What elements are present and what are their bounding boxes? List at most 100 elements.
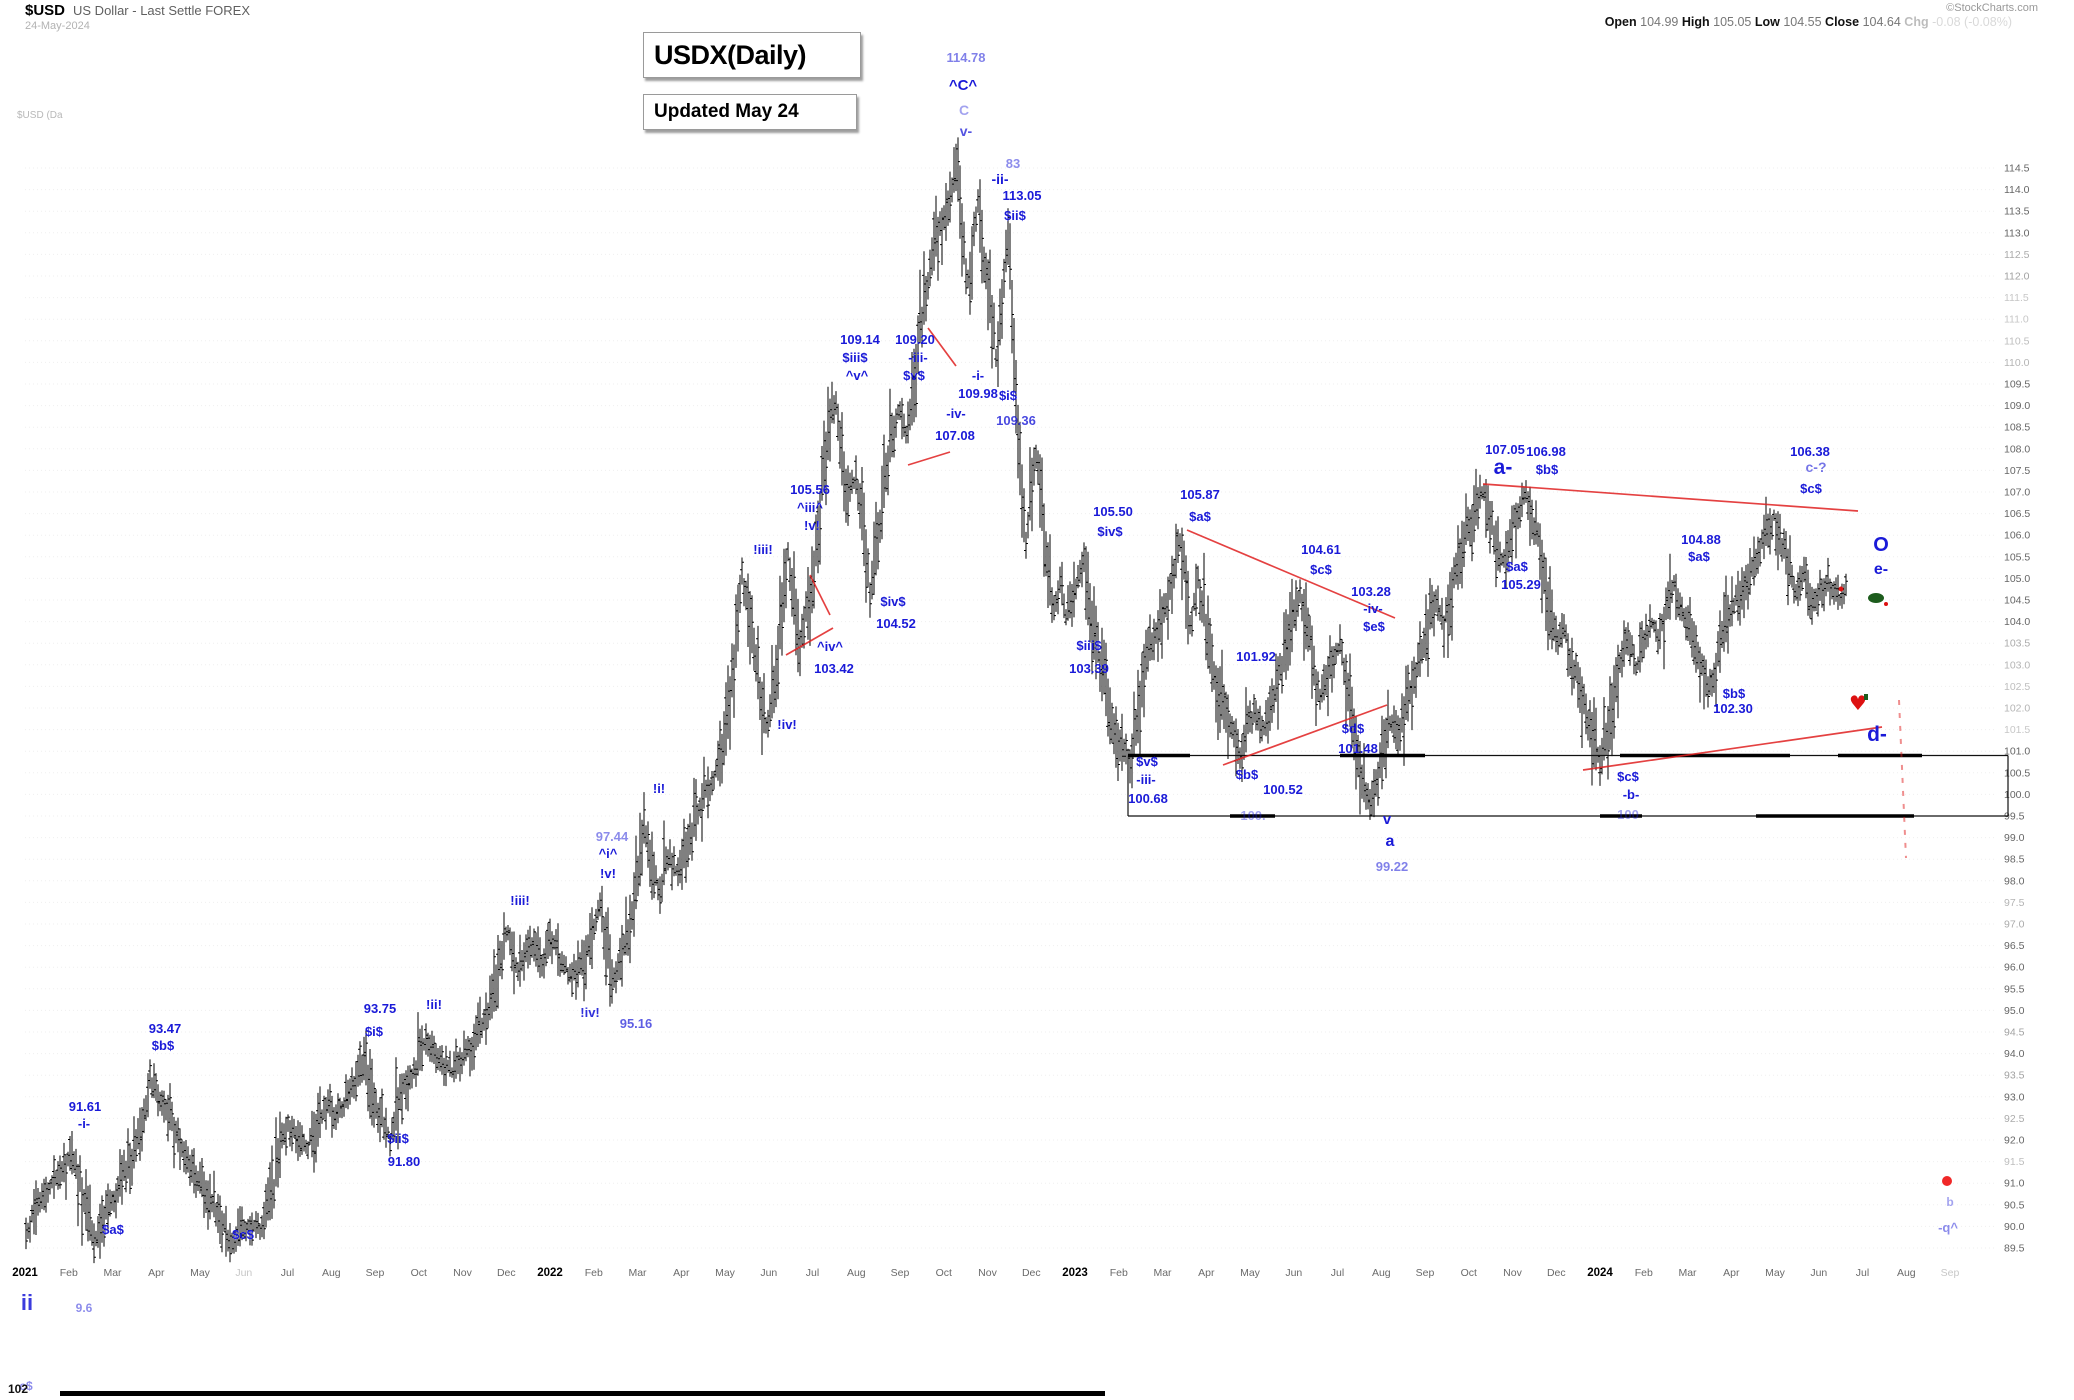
wave-label: C xyxy=(959,102,969,118)
price-axis-label: 89.5 xyxy=(2004,1243,2025,1255)
wave-label: $iii$ xyxy=(1076,638,1102,653)
wave-label: c-? xyxy=(1806,459,1827,475)
month-axis-label: Oct xyxy=(1461,1267,1477,1279)
wave-label: $e$ xyxy=(1363,619,1385,634)
wave-label: ^iii^ xyxy=(797,500,823,515)
red-trendline xyxy=(785,627,834,656)
red-trendline xyxy=(1582,726,1883,771)
wave-label: 99.22 xyxy=(1376,859,1409,874)
price-axis-label: 111.0 xyxy=(2004,314,2029,326)
wave-label: 93.47 xyxy=(149,1021,182,1036)
month-axis-label: Aug xyxy=(1897,1267,1916,1279)
wave-label: 104.61 xyxy=(1301,542,1341,557)
price-axis-label: 112.5 xyxy=(2004,249,2030,261)
month-axis-label: May xyxy=(715,1267,736,1279)
red-trendline xyxy=(927,327,957,367)
wave-label: $i$ xyxy=(999,388,1018,403)
price-axis-label: 90.0 xyxy=(2004,1221,2025,1233)
stockcharts-credit: ©StockCharts.com xyxy=(1946,2,2038,14)
red-dot-bottom-right xyxy=(1942,1176,1952,1186)
wave-label: 104.52 xyxy=(876,616,916,631)
price-axis-label: 110.5 xyxy=(2004,335,2030,347)
month-axis-label: Dec xyxy=(497,1267,516,1279)
wave-label: $ii$ xyxy=(1004,208,1026,223)
wave-label: ^i^ xyxy=(599,846,618,861)
price-axis-label: 114.0 xyxy=(2004,184,2030,196)
wave-label: $c$ xyxy=(1310,562,1332,577)
price-axis-label: 95.0 xyxy=(2004,1005,2025,1017)
month-axis-label: Oct xyxy=(936,1267,952,1279)
wave-label: 100 xyxy=(1617,807,1639,822)
month-axis-label: Feb xyxy=(585,1267,603,1279)
year-axis-label: 2024 xyxy=(1587,1267,1613,1279)
chart-subtitle-box: Updated May 24 xyxy=(643,94,857,130)
price-axis-label: 98.5 xyxy=(2004,854,2025,866)
wave-label: 105.56 xyxy=(790,482,830,497)
wave-label: !iii! xyxy=(510,893,530,908)
month-axis-label: Nov xyxy=(1503,1267,1522,1279)
wave-label: 109.14 xyxy=(840,332,881,347)
wave-label: $a$ xyxy=(102,1222,124,1237)
month-axis-label: Sep xyxy=(1941,1267,1960,1279)
year-axis-label: 2022 xyxy=(537,1267,563,1279)
price-axis-label: 107.5 xyxy=(2004,465,2030,477)
price-axis-label: 99.5 xyxy=(2004,811,2025,823)
price-axis-label: 96.5 xyxy=(2004,940,2025,952)
price-axis-label: 92.0 xyxy=(2004,1135,2025,1147)
wave-label: -i- xyxy=(972,368,984,383)
price-axis-label: 103.0 xyxy=(2004,659,2030,671)
month-axis-label: Feb xyxy=(60,1267,78,1279)
month-axis-label: Mar xyxy=(628,1267,647,1279)
close-value: 104.64 xyxy=(1862,15,1901,29)
month-axis-label: Nov xyxy=(978,1267,997,1279)
wave-label: $c$ xyxy=(232,1227,254,1242)
wave-label: !v! xyxy=(804,518,820,533)
high-value: 105.05 xyxy=(1713,15,1752,29)
wave-label: 100.68 xyxy=(1128,791,1168,806)
price-axis-label: 92.5 xyxy=(2004,1113,2025,1125)
price-axis-label: 96.0 xyxy=(2004,962,2025,974)
wave-label: 105.87 xyxy=(1180,487,1220,502)
wave-label: !iv! xyxy=(777,717,797,732)
left-watermark: $USD (Da xyxy=(17,110,63,121)
wave-label: 106.98 xyxy=(1526,444,1566,459)
wave-label: $b$ xyxy=(1536,462,1559,477)
wave-label: 109.20 xyxy=(895,332,935,347)
price-axis-label: 102.5 xyxy=(2004,681,2030,693)
price-axis-label: 106.5 xyxy=(2004,508,2030,520)
wave-label: $iii$ xyxy=(842,350,868,365)
wave-label: v- xyxy=(960,123,973,139)
wave-label: 9.6 xyxy=(76,1301,93,1315)
lower-panel-label: 102 xyxy=(8,1382,29,1396)
wave-label: O xyxy=(1873,534,1889,556)
month-axis-label: Apr xyxy=(1723,1267,1740,1279)
wave-label: $c$ xyxy=(1617,769,1639,784)
low-label: Low xyxy=(1754,15,1780,29)
wave-label: -b- xyxy=(1623,787,1640,802)
wave-label: 102.30 xyxy=(1713,701,1753,716)
price-axis-label: 104.5 xyxy=(2004,595,2030,607)
wave-label: 104.88 xyxy=(1681,532,1721,547)
price-axis-label: 100.0 xyxy=(2004,789,2030,801)
price-axis-label: 98.0 xyxy=(2004,875,2025,887)
wave-label: 97.44 xyxy=(596,829,629,844)
price-axis-label: 97.5 xyxy=(2004,897,2025,909)
month-axis-label: Sep xyxy=(1416,1267,1435,1279)
month-axis-label: Aug xyxy=(847,1267,866,1279)
wave-label: $a$ xyxy=(1506,559,1528,574)
wave-label: $b$ xyxy=(1236,767,1259,782)
price-axis-label: 97.0 xyxy=(2004,919,2025,931)
month-axis-label: Mar xyxy=(1678,1267,1697,1279)
month-axis-label: Oct xyxy=(411,1267,427,1279)
month-axis-label: Apr xyxy=(1198,1267,1215,1279)
price-axis-label: 106.0 xyxy=(2004,530,2030,542)
price-axis-label: 105.0 xyxy=(2004,573,2030,585)
wave-label: !ii! xyxy=(426,997,442,1012)
month-axis-label: Jun xyxy=(235,1267,252,1279)
month-axis-label: May xyxy=(190,1267,211,1279)
price-axis-label: 108.5 xyxy=(2004,422,2030,434)
price-axis-label: 100.5 xyxy=(2004,767,2030,779)
lower-panel-divider xyxy=(60,1391,1105,1396)
wave-label: 100.52 xyxy=(1263,782,1303,797)
